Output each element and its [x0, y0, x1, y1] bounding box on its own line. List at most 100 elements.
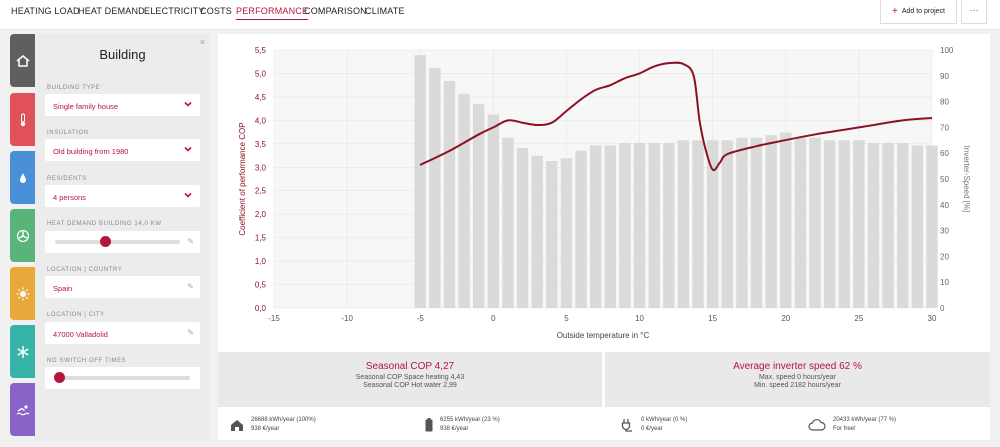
heat-demand-label: HEAT DEMAND BUILDING 14,0 KW: [47, 221, 162, 227]
inverter-speed-bar: [546, 160, 558, 308]
category-tab-building[interactable]: [10, 34, 35, 87]
inverter-speed-bar: [750, 137, 763, 308]
building-type-label: BUILDING TYPE: [47, 85, 101, 91]
inverter-speed-title: Average inverter speed 62 %: [733, 361, 862, 372]
top-navigation: HEATING LOAD HEAT DEMAND ELECTRICITY COS…: [0, 0, 1000, 30]
y-axis-label: Coefficient of performance COP: [238, 122, 247, 235]
y-tick-label: 1,5: [255, 234, 267, 243]
residents-select[interactable]: 4 persons: [45, 185, 200, 207]
inverter-speed-bar: [663, 142, 675, 308]
category-tab-solar[interactable]: [10, 267, 35, 320]
heat-demand-slider-track[interactable]: [55, 240, 180, 244]
y2-tick-label: 10: [940, 278, 949, 287]
x-axis-ticks: -15 -10 -5 0 5 10 15 20 25 30: [268, 314, 937, 323]
pencil-icon[interactable]: ✎: [187, 237, 194, 246]
inverter-speed-bar: [867, 142, 880, 308]
city-value: 47000 Valladolid: [53, 330, 108, 339]
chart-grid: [273, 49, 933, 309]
y-tick-label: 4,5: [255, 93, 267, 102]
close-icon[interactable]: ×: [199, 37, 205, 47]
chevron-down-icon: [184, 146, 192, 152]
category-tab-ventilation[interactable]: [10, 209, 35, 262]
seasonal-cop-space-heating: Seasonal COP Space heating 4,43: [355, 374, 465, 381]
category-tab-heating[interactable]: [10, 93, 35, 146]
min-speed-hours: Min. speed 2182 hours/year: [754, 382, 841, 389]
inverter-speed-bar: [589, 145, 602, 308]
more-options-button[interactable]: ···: [961, 0, 987, 24]
y2-axis-ticks: 0 10 20 30 40 50 60 70 80 90 100: [940, 46, 954, 313]
cop-curve: [419, 61, 933, 172]
country-input[interactable]: Spain ✎: [45, 276, 200, 298]
house-icon: [231, 419, 243, 431]
y-tick-label: 5,5: [255, 46, 267, 55]
seasonal-cop-box: Seasonal COP 4,27 Seasonal COP Space hea…: [218, 352, 602, 407]
inverter-speed-bar: [648, 142, 660, 308]
inverter-speed-box: Average inverter speed 62 % Max. speed 0…: [605, 352, 990, 407]
y-axis-ticks: 0,0 0,5 1,0 1,5 2,0 2,5 3,0 3,5 4,0 4,5 5,0 5,5: [255, 46, 267, 313]
battery-icon: [425, 418, 433, 432]
switch-off-slider-track[interactable]: [55, 376, 190, 380]
inverter-speed-bar: [414, 55, 426, 308]
inverter-speed-bar: [706, 140, 719, 308]
category-tab-pool[interactable]: [10, 383, 35, 436]
inverter-speed-bar: [838, 140, 850, 308]
pencil-icon: ✎: [187, 328, 194, 337]
tab-costs[interactable]: COSTS: [200, 6, 233, 16]
inverter-speed-bar: [882, 142, 894, 308]
y2-tick-label: 50: [940, 175, 949, 184]
x-tick-label: 10: [635, 314, 644, 323]
inverter-speed-bar: [692, 140, 704, 308]
building-type-value: Single family house: [53, 102, 119, 111]
switch-off-slider-thumb[interactable]: [54, 372, 65, 383]
inverter-speed-bar: [575, 150, 587, 308]
x-tick-label: 25: [854, 314, 863, 323]
inverter-speed-bar: [473, 104, 485, 309]
insulation-select[interactable]: Old building from 1980: [45, 139, 200, 161]
chevron-down-icon: [184, 192, 192, 198]
inverter-speed-bar: [853, 140, 865, 308]
switch-off-label: NO SWITCH OFF TIMES: [47, 358, 127, 364]
y-tick-label: 2,5: [255, 187, 267, 196]
energy-environment-line1: 20433 kWh/year (77 %): [833, 417, 897, 423]
cloud-icon: [808, 419, 826, 431]
inverter-speed-bar: [780, 132, 792, 308]
energy-total-line1: 26688 kWh/year (100%): [251, 417, 316, 423]
tab-comparison[interactable]: COMPARISON: [304, 6, 367, 16]
tab-performance[interactable]: PERFORMANCE: [236, 6, 309, 20]
y-tick-label: 0,0: [255, 304, 267, 313]
x-tick-label: 15: [708, 314, 717, 323]
heat-demand-slider-thumb[interactable]: [100, 236, 111, 247]
inverter-speed-bar: [502, 137, 514, 308]
energy-environment: 20433 kWh/year (77 %) For free!: [808, 410, 896, 440]
y2-tick-label: 100: [940, 46, 954, 55]
inverter-speed-bar: [677, 140, 690, 308]
tab-heating-load[interactable]: HEATING LOAD: [11, 6, 80, 16]
tab-heat-demand[interactable]: HEAT DEMAND: [78, 6, 145, 16]
tab-electricity[interactable]: ELECTRICITY: [144, 6, 205, 16]
y-tick-label: 5,0: [255, 69, 267, 78]
y2-tick-label: 60: [940, 149, 949, 158]
building-panel: Building × BUILDING TYPE Single family h…: [35, 34, 210, 441]
category-tab-hot-water[interactable]: [10, 151, 35, 204]
add-to-project-button[interactable]: + Add to project: [880, 0, 957, 24]
cop-chart: 0,0 0,5 1,0 1,5 2,0 2,5 3,0 3,5 4,0 4,5 5,0 5,5 0 10…: [238, 46, 971, 340]
building-type-select[interactable]: Single family house: [45, 94, 200, 116]
tab-climate[interactable]: CLIMATE: [365, 6, 405, 16]
city-input[interactable]: 47000 Valladolid ✎: [45, 322, 200, 344]
x-tick-label: -15: [268, 314, 280, 323]
y-tick-label: 0,5: [255, 281, 267, 290]
seasonal-cop-hot-water: Seasonal COP Hot water 2,99: [363, 382, 457, 389]
inverter-speed-bar: [429, 68, 441, 308]
chevron-down-icon: [184, 101, 192, 107]
inverter-speed-bar: [633, 142, 646, 308]
inverter-speed-bar: [604, 145, 617, 308]
pencil-icon: ✎: [187, 282, 194, 291]
energy-total: 26688 kWh/year (100%) 938 €/year: [230, 410, 316, 440]
category-tab-cooling[interactable]: [10, 325, 35, 378]
x-tick-label: 0: [491, 314, 496, 323]
plot-area: [274, 50, 932, 308]
y2-tick-label: 40: [940, 201, 949, 210]
inverter-speed-bar: [443, 80, 456, 309]
inverter-speed-bar: [721, 140, 733, 308]
inverter-speed-bar: [487, 114, 500, 308]
